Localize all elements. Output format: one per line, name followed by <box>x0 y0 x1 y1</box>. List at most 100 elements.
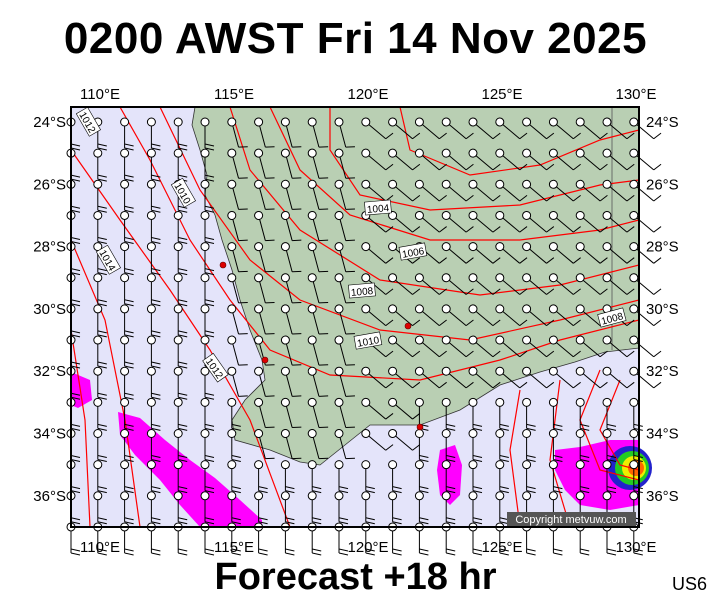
wind-barb <box>522 335 555 358</box>
wind-barb <box>120 304 134 338</box>
wind-barb <box>93 397 107 431</box>
wind-barb <box>602 210 635 233</box>
wind-barb <box>173 491 188 525</box>
wind-barb <box>334 179 355 210</box>
wind-barb <box>468 397 483 431</box>
lon-tick: 130°E <box>615 86 656 103</box>
wind-barb <box>254 148 275 179</box>
wind-barb <box>280 335 302 366</box>
wind-barb <box>280 117 302 148</box>
wind-barb <box>414 460 429 494</box>
lat-tick: 34°S <box>646 426 679 443</box>
wind-barb <box>548 273 581 295</box>
wind-barb <box>307 335 329 366</box>
wind-barb <box>334 491 349 525</box>
wind-barb <box>93 429 107 462</box>
wind-barb <box>575 273 608 295</box>
wind-barb <box>146 366 161 400</box>
wind-barb <box>361 460 375 494</box>
wind-barb <box>522 117 555 140</box>
wind-barb <box>93 179 107 213</box>
wind-barb <box>414 148 447 171</box>
isobars <box>70 106 640 528</box>
wind-barb <box>200 273 215 307</box>
lon-ticks-bottom: 110°E 115°E 120°E 125°E 130°E <box>80 539 656 556</box>
wind-barb <box>173 366 188 400</box>
wind-barb <box>280 273 302 304</box>
wind-barb <box>120 491 134 525</box>
wind-barb <box>173 460 188 494</box>
wind-barb <box>200 304 215 338</box>
wind-barb <box>307 148 329 179</box>
wind-barb <box>200 148 215 182</box>
city-markers <box>219 261 424 431</box>
wind-barb <box>468 210 501 233</box>
forecast-label: Forecast +18 hr <box>214 556 497 598</box>
wind-barb <box>414 210 447 233</box>
lon-tick: 115°E <box>214 539 254 556</box>
wind-barb <box>629 335 662 358</box>
wind-barb <box>93 210 107 244</box>
wind-barb <box>388 397 421 420</box>
wind-barb <box>602 460 617 494</box>
wind-barb <box>227 179 248 210</box>
wind-barb <box>468 491 483 525</box>
wind-barb <box>468 429 483 462</box>
wind-barb <box>173 273 188 307</box>
lat-tick: 34°S <box>33 426 66 443</box>
lat-tick: 26°S <box>646 176 679 193</box>
wind-barb <box>441 366 474 389</box>
wind-barb <box>146 242 161 276</box>
wind-barb <box>548 148 581 171</box>
wind-barb <box>575 429 590 462</box>
wind-barb <box>254 304 275 335</box>
wind-barb <box>602 429 617 462</box>
wind-barb <box>522 397 536 431</box>
wind-barb <box>334 304 355 335</box>
wind-barb <box>468 179 501 202</box>
wind-barb <box>361 366 394 389</box>
wind-barb <box>575 210 608 233</box>
wind-barb <box>548 460 563 494</box>
wind-barb <box>441 460 456 494</box>
wind-barb <box>522 148 555 171</box>
wind-barbs <box>66 117 662 556</box>
wind-barb <box>120 117 134 151</box>
map-title: 0200 AWST Fri 14 Nov 2025 <box>63 14 648 63</box>
wind-barb <box>173 335 188 369</box>
wind-barb <box>602 148 635 171</box>
wind-barb <box>441 304 474 327</box>
lat-tick: 32°S <box>646 363 679 380</box>
wind-barb <box>495 117 528 140</box>
wind-barb <box>200 429 215 462</box>
wind-barb <box>441 148 474 171</box>
wind-barb <box>227 429 241 462</box>
wind-barb <box>227 304 248 335</box>
wind-barb <box>93 491 107 525</box>
wind-barb <box>468 148 501 171</box>
wind-barb <box>388 460 402 494</box>
wind-barb <box>602 397 617 431</box>
lat-tick: 36°S <box>646 488 679 505</box>
lon-tick: 115°E <box>214 86 254 103</box>
wind-barb <box>388 117 421 140</box>
wind-barb <box>120 460 134 494</box>
wind-barb <box>200 491 215 525</box>
wind-barb <box>227 148 248 179</box>
wind-barb <box>120 366 134 400</box>
wind-barb <box>93 460 107 494</box>
wind-barb <box>93 273 107 307</box>
wind-barb <box>334 335 355 366</box>
lat-tick: 24°S <box>33 114 66 131</box>
wind-barb <box>548 304 581 327</box>
wind-barb <box>280 397 302 428</box>
lon-tick: 125°E <box>481 539 522 556</box>
wind-barb <box>361 273 394 295</box>
wind-barb <box>575 460 590 494</box>
wind-barb <box>227 273 248 304</box>
wind-barb <box>173 242 188 276</box>
wind-barb <box>441 273 474 295</box>
lat-tick: 28°S <box>33 239 66 256</box>
wind-barb <box>495 273 528 295</box>
